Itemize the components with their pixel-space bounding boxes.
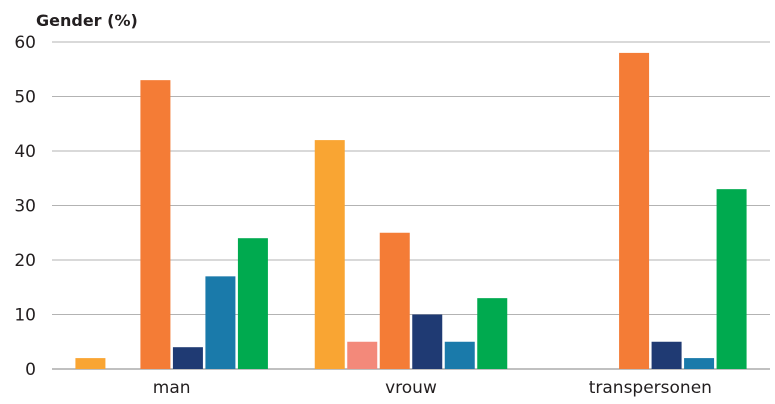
y-tick-label: 50 bbox=[14, 88, 36, 108]
bar-vrouw-series-4 bbox=[412, 314, 443, 369]
y-tick-label: 0 bbox=[25, 360, 36, 380]
bar-vrouw-series-3 bbox=[379, 232, 410, 369]
bars bbox=[75, 52, 747, 370]
bar-man-series-4 bbox=[172, 347, 203, 369]
bar-vrouw-series-5 bbox=[444, 341, 475, 369]
bar-transpersonen-series-3 bbox=[619, 52, 650, 370]
x-category-label: man bbox=[153, 378, 191, 398]
x-category-label: vrouw bbox=[385, 378, 437, 398]
bar-transpersonen-series-5 bbox=[684, 358, 715, 369]
y-tick-label: 60 bbox=[14, 33, 36, 53]
y-tick-label: 20 bbox=[14, 251, 36, 271]
bar-vrouw-series-2 bbox=[347, 341, 378, 369]
bar-transpersonen-series-4 bbox=[651, 341, 682, 369]
y-tick-label: 40 bbox=[14, 142, 36, 162]
bar-man-series-1 bbox=[75, 358, 106, 369]
y-tick-label: 10 bbox=[14, 306, 36, 326]
x-axis-labels: man vrouw transpersonen bbox=[153, 378, 712, 398]
y-axis-ticks: 0 10 20 30 40 50 60 bbox=[14, 33, 36, 380]
bar-man-series-6 bbox=[237, 238, 268, 369]
bar-vrouw-series-6 bbox=[477, 298, 508, 369]
bar-man-series-3 bbox=[140, 80, 171, 370]
bar-transpersonen-series-6 bbox=[716, 189, 747, 369]
bar-vrouw-series-1 bbox=[314, 140, 345, 369]
bar-man-series-5 bbox=[205, 276, 236, 369]
x-category-label: transpersonen bbox=[589, 378, 712, 398]
chart-title: Gender (%) bbox=[36, 11, 138, 30]
gridlines bbox=[52, 41, 770, 370]
y-tick-label: 30 bbox=[14, 197, 36, 217]
